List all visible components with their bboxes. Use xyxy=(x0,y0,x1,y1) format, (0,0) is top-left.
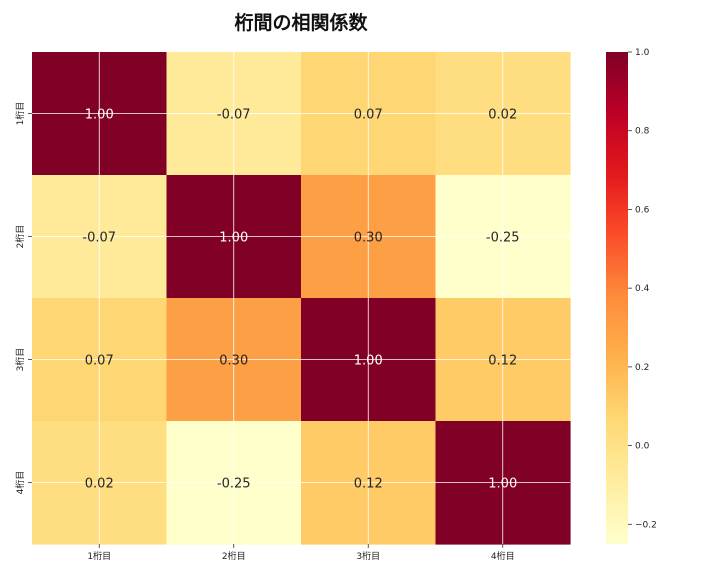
x-tick-label: 2桁目 xyxy=(222,550,246,562)
cell-value-label: -0.07 xyxy=(82,231,116,246)
cell-value-label: 0.02 xyxy=(488,108,517,123)
cell-value-label: -0.07 xyxy=(217,108,251,123)
y-tick-label: 3桁目 xyxy=(14,348,26,372)
y-tick-label: 2桁目 xyxy=(14,225,26,249)
cell-value-label: 0.12 xyxy=(488,354,517,369)
colorbar: −0.2 0.0 0.2 0.4 0.6 0.8 1.0 xyxy=(606,48,657,544)
cell-value-label: -0.25 xyxy=(486,231,520,246)
cell-value-label: 1.00 xyxy=(354,354,383,369)
x-tick-label: 3桁目 xyxy=(356,550,380,562)
chart-title: 桁間の相関係数 xyxy=(234,12,368,34)
cell-value-label: 0.30 xyxy=(219,354,248,369)
cell-value-label: 0.12 xyxy=(354,477,383,492)
cell-value-label: -0.25 xyxy=(217,477,251,492)
colorbar-tick-label: 0.4 xyxy=(635,284,650,294)
cell-value-label: 0.30 xyxy=(354,231,383,246)
heatmap-cells xyxy=(32,52,571,545)
y-tick-label: 4桁目 xyxy=(14,471,26,495)
cell-value-label: 1.00 xyxy=(488,477,517,492)
heatmap-value-labels: 1.00 -0.07 0.07 0.02 -0.07 1.00 0.30 -0.25 0.07 0… xyxy=(82,108,519,492)
x-tick-label: 4桁目 xyxy=(491,550,515,562)
colorbar-tick-label: 0.0 xyxy=(635,442,650,452)
colorbar-tick-label: 0.2 xyxy=(635,363,649,373)
colorbar-scale xyxy=(606,52,628,544)
colorbar-tick-label: 0.6 xyxy=(635,205,650,215)
x-tick-label: 1桁目 xyxy=(87,550,111,562)
y-tick-label: 1桁目 xyxy=(14,102,26,126)
colorbar-tick-label: 1.0 xyxy=(635,48,650,58)
heatmap-gridlines xyxy=(32,52,570,544)
colorbar-tick-label: −0.2 xyxy=(635,520,657,530)
cell-value-label: 0.07 xyxy=(85,354,114,369)
cell-value-label: 0.07 xyxy=(354,108,383,123)
cell-value-label: 1.00 xyxy=(219,231,248,246)
cell-value-label: 1.00 xyxy=(85,108,114,123)
x-axis: 1桁目 2桁目 3桁目 4桁目 xyxy=(87,544,515,562)
cell-value-label: 0.02 xyxy=(85,477,114,492)
colorbar-tick-label: 0.8 xyxy=(635,127,650,137)
y-axis: 1桁目 2桁目 3桁目 4桁目 xyxy=(14,102,32,495)
